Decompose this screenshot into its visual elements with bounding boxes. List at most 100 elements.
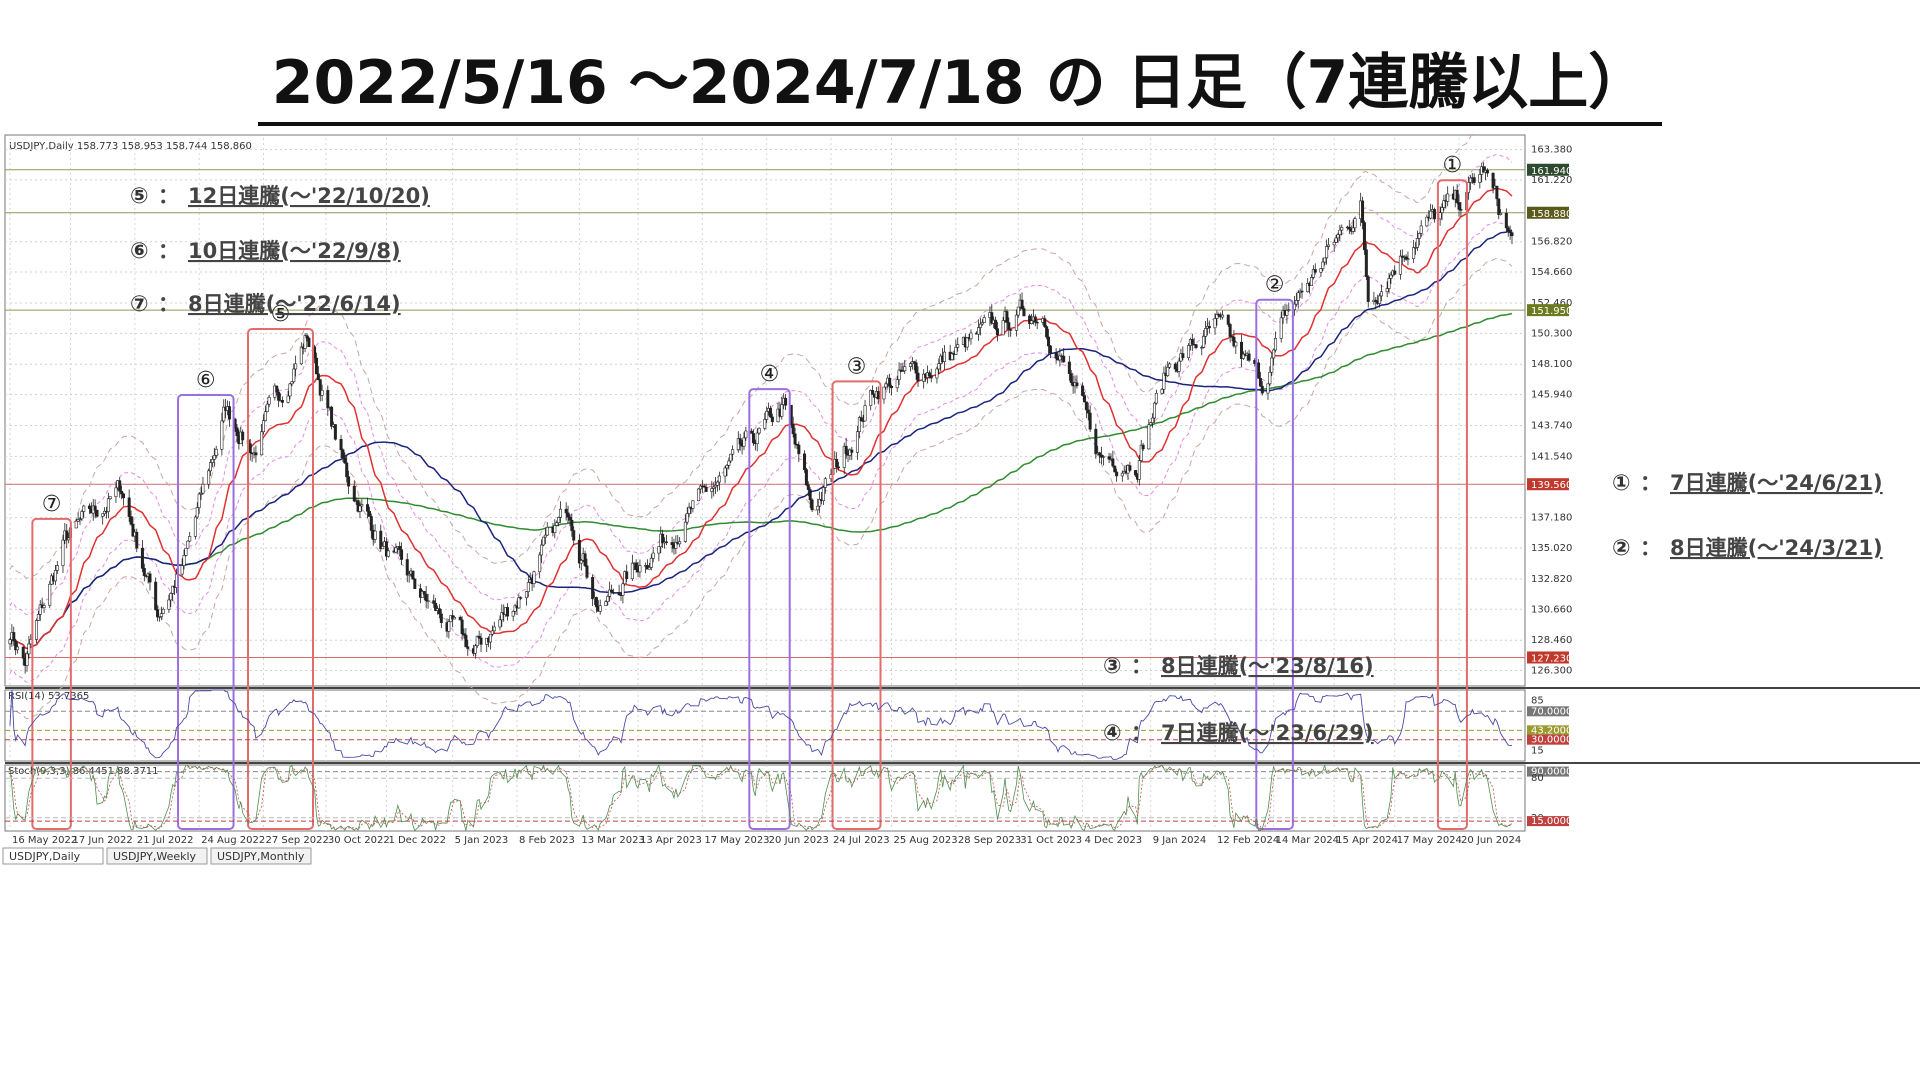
candle-body: [755, 432, 759, 445]
tab-2[interactable]: USDJPY,Monthly: [210, 847, 312, 865]
candle-body: [541, 536, 545, 546]
candle-body: [738, 438, 742, 445]
price-tag: [1527, 163, 1569, 176]
candle-body: [1478, 174, 1482, 183]
streak-annotation-text: 8日連騰(～'24/3/21): [1670, 536, 1883, 560]
tab-0[interactable]: USDJPY,Daily: [2, 847, 104, 865]
candle-body: [697, 488, 701, 502]
streak-annotation-colon: ：: [1131, 721, 1152, 745]
x-tick-label: 15 Apr 2024: [1336, 835, 1398, 846]
candle-body: [1506, 227, 1510, 232]
candle-body: [36, 614, 40, 621]
candle-body: [908, 363, 912, 367]
candle-body: [1084, 401, 1088, 411]
candle-body: [1432, 209, 1436, 220]
candle-body: [267, 396, 271, 405]
candle-body: [314, 357, 318, 375]
candle-body: [1257, 362, 1261, 379]
candle-body: [1128, 465, 1132, 471]
x-tick-label: 30 Oct 2022: [328, 835, 390, 846]
usdjpy-chart[interactable]: USDJPY,Daily 158.773 158.953 158.744 158…: [0, 133, 1920, 1063]
candle-body: [555, 522, 559, 526]
candles: [8, 162, 1514, 674]
candle-body: [214, 448, 218, 456]
candle-body: [532, 571, 536, 584]
candle-body: [1001, 320, 1005, 336]
candle-body: [367, 511, 371, 517]
y-tick-label: 143.740: [1531, 420, 1572, 431]
candle-body: [1120, 472, 1124, 477]
candle-body: [1468, 177, 1472, 183]
candle-body: [227, 406, 231, 420]
y-tick-label: 126.300: [1531, 666, 1572, 677]
chart-tabs[interactable]: USDJPY,Daily USDJPY,Weekly USDJPY,Monthly: [2, 847, 312, 865]
candle-body: [241, 431, 245, 441]
candle-body: [797, 444, 801, 455]
candle-body: [222, 406, 226, 422]
candle-body: [670, 542, 674, 546]
candle-body: [384, 541, 388, 557]
chart-title-text: 2022/5/16 ～2024/7/18 の 日足（7連騰以上）: [257, 48, 1663, 126]
streak-annotation-text: 8日連騰(～'23/8/16): [1161, 654, 1374, 678]
candle-body: [25, 653, 29, 666]
streak-box: [831, 380, 882, 830]
candle-body: [956, 344, 960, 348]
candle-body: [424, 593, 428, 602]
candle-body: [307, 337, 311, 348]
candle-body: [506, 607, 510, 617]
x-tick-label: 21 Jul 2022: [137, 835, 194, 846]
candle-body: [1200, 347, 1204, 349]
candle-body: [290, 381, 294, 385]
candle-body: [842, 445, 846, 468]
candle-body: [606, 596, 610, 602]
y-tick-label: 137.180: [1531, 513, 1572, 524]
candle-body: [286, 395, 290, 403]
candle-body: [1107, 456, 1111, 460]
candle-body: [127, 497, 131, 517]
candle-body: [1419, 225, 1423, 234]
candle-body: [188, 536, 192, 542]
streak-annotation-badge: ③: [1103, 654, 1122, 679]
candle-body: [661, 533, 665, 544]
candle-body: [120, 490, 124, 495]
candle-body: [888, 377, 892, 387]
chart-background: [0, 133, 1920, 1063]
candle-body: [1327, 244, 1331, 247]
candle-body: [352, 485, 356, 502]
candle-body: [1081, 385, 1085, 396]
candle-body: [969, 332, 973, 340]
candle-body: [1313, 269, 1317, 273]
candle-body: [890, 386, 894, 389]
candle-body: [1137, 460, 1141, 480]
candle-body: [1334, 237, 1338, 243]
candle-body: [48, 583, 52, 606]
x-tick-label: 17 May 2023: [704, 835, 769, 846]
candle-body: [326, 390, 330, 409]
candle-body: [591, 577, 595, 600]
y-tick-label: 163.380: [1531, 145, 1572, 156]
candle-body: [1213, 318, 1217, 329]
candle-body: [1005, 311, 1009, 323]
candle-body: [1022, 308, 1026, 317]
candle-body: [577, 539, 581, 564]
tab-1[interactable]: USDJPY,Weekly: [106, 847, 208, 865]
price-axis: 163.380 161.220 156.820 154.660 152.460 150.3…: [1527, 145, 1572, 677]
candle-body: [193, 516, 197, 537]
candle-body: [1007, 322, 1011, 330]
candle-body: [895, 379, 899, 389]
candle-body: [768, 408, 772, 418]
chart-title: 2022/5/16 ～2024/7/18 の 日足（7連騰以上）: [0, 34, 1920, 126]
candle-body: [1266, 383, 1270, 394]
x-tick-label: 1 Dec 2022: [388, 835, 446, 846]
rsi-level-label: 30.0000: [1531, 735, 1572, 746]
candle-body: [1162, 372, 1166, 390]
candle-body: [871, 390, 875, 395]
candle-body: [1438, 212, 1442, 220]
candle-body: [38, 604, 42, 615]
candle-body: [464, 634, 468, 648]
rsi-line: [9, 689, 1513, 760]
candle-body: [74, 520, 78, 529]
candle-body: [55, 565, 59, 571]
candle-body: [1098, 452, 1102, 456]
